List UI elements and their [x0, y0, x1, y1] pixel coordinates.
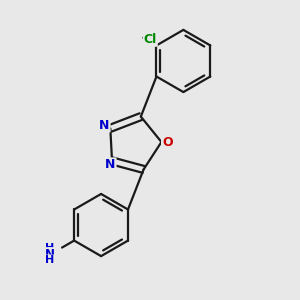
Text: N: N	[45, 248, 55, 261]
Text: N: N	[99, 118, 110, 131]
Text: H: H	[45, 243, 54, 253]
Text: N: N	[105, 158, 116, 171]
Text: O: O	[162, 136, 172, 148]
Text: Cl: Cl	[144, 33, 157, 46]
Text: H: H	[45, 255, 54, 265]
